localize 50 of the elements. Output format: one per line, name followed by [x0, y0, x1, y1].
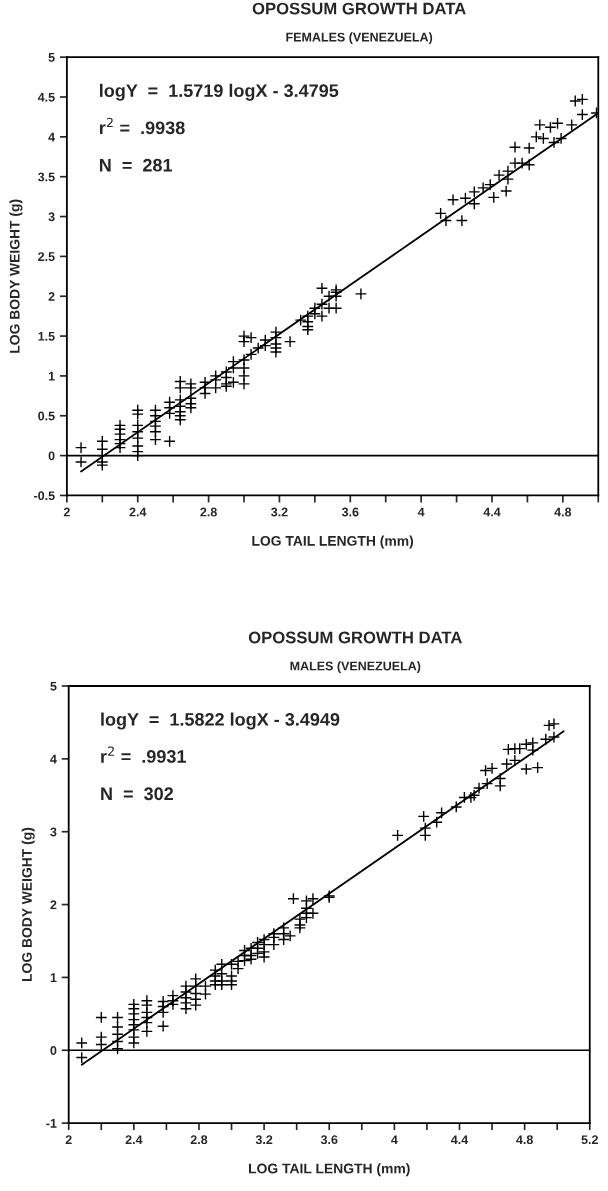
chart-subtitle: MALES (VENEZUELA): [290, 661, 421, 673]
x-tick-label: 4.8: [516, 1135, 533, 1145]
y-tick-label: 4.5: [37, 92, 55, 102]
x-tick-label: 5.2: [581, 1135, 598, 1145]
y-tick-label: 3: [48, 212, 55, 222]
annotation: r$^{2}$ = .9931: [101, 746, 186, 763]
x-tick-label: 3.2: [255, 1135, 273, 1145]
y-tick-label: 1: [50, 973, 57, 982]
x-tick-label: 2.8: [190, 1135, 208, 1145]
x-tick-label: 3.2: [271, 507, 288, 517]
annotation: logY = 1.5822 logX - 3.4949: [101, 712, 340, 730]
chart-title: OPOSSUM GROWTH DATA: [252, 2, 466, 15]
chart-title: OPOSSUM GROWTH DATA: [248, 631, 462, 644]
y-axis-title: LOG BODY WEIGHT (g): [9, 199, 23, 353]
y-tick-label: -0.5: [34, 491, 55, 501]
x-tick-label: 4.4: [483, 507, 501, 517]
annotation: r$^{2}$ = .9938: [99, 117, 185, 135]
y-tick-label: 2: [48, 292, 55, 301]
y-tick-label: 4: [50, 754, 57, 764]
y-axis-title: LOG BODY WEIGHT (g): [21, 827, 35, 982]
annotation: N = 281: [99, 158, 173, 172]
y-tick-label: 5: [50, 681, 57, 691]
x-tick-label: 4.4: [451, 1135, 469, 1144]
chart-subtitle: FEMALES (VENEZUELA): [286, 32, 433, 45]
y-tick-label: 0.5: [38, 411, 55, 421]
y-tick-label: -1: [46, 1119, 57, 1128]
y-tick-label: 4: [48, 132, 56, 142]
y-tick-label: 0: [50, 1046, 57, 1055]
y-tick-label: 1.5: [38, 332, 55, 341]
x-tick-label: 4: [417, 507, 425, 517]
x-tick-label: 3.6: [320, 1135, 338, 1145]
y-tick-label: 0: [48, 451, 55, 461]
annotation: N = 302: [101, 787, 174, 801]
y-tick-label: 2.5: [38, 252, 55, 262]
x-tick-label: 4: [391, 1135, 398, 1144]
x-tick-label: 2: [63, 507, 70, 517]
annotation: logY = 1.5719 logX - 3.4795: [100, 83, 339, 101]
y-tick-label: 3: [50, 827, 57, 837]
y-tick-label: 5: [48, 53, 55, 62]
x-axis-title: LOG TAIL LENGTH (mm): [249, 1163, 410, 1177]
x-tick-label: 3.6: [341, 507, 359, 517]
y-tick-label: 1: [48, 371, 55, 381]
x-tick-label: 4.8: [554, 507, 572, 517]
x-axis-title: LOG TAIL LENGTH (mm): [252, 535, 414, 549]
x-tick-label: 2.4: [125, 1135, 143, 1144]
x-tick-label: 2.8: [200, 507, 217, 517]
y-tick-label: 3.5: [37, 172, 55, 182]
x-tick-label: 2: [65, 1135, 72, 1144]
x-tick-label: 2.4: [129, 507, 147, 517]
y-tick-label: 2: [50, 900, 57, 910]
